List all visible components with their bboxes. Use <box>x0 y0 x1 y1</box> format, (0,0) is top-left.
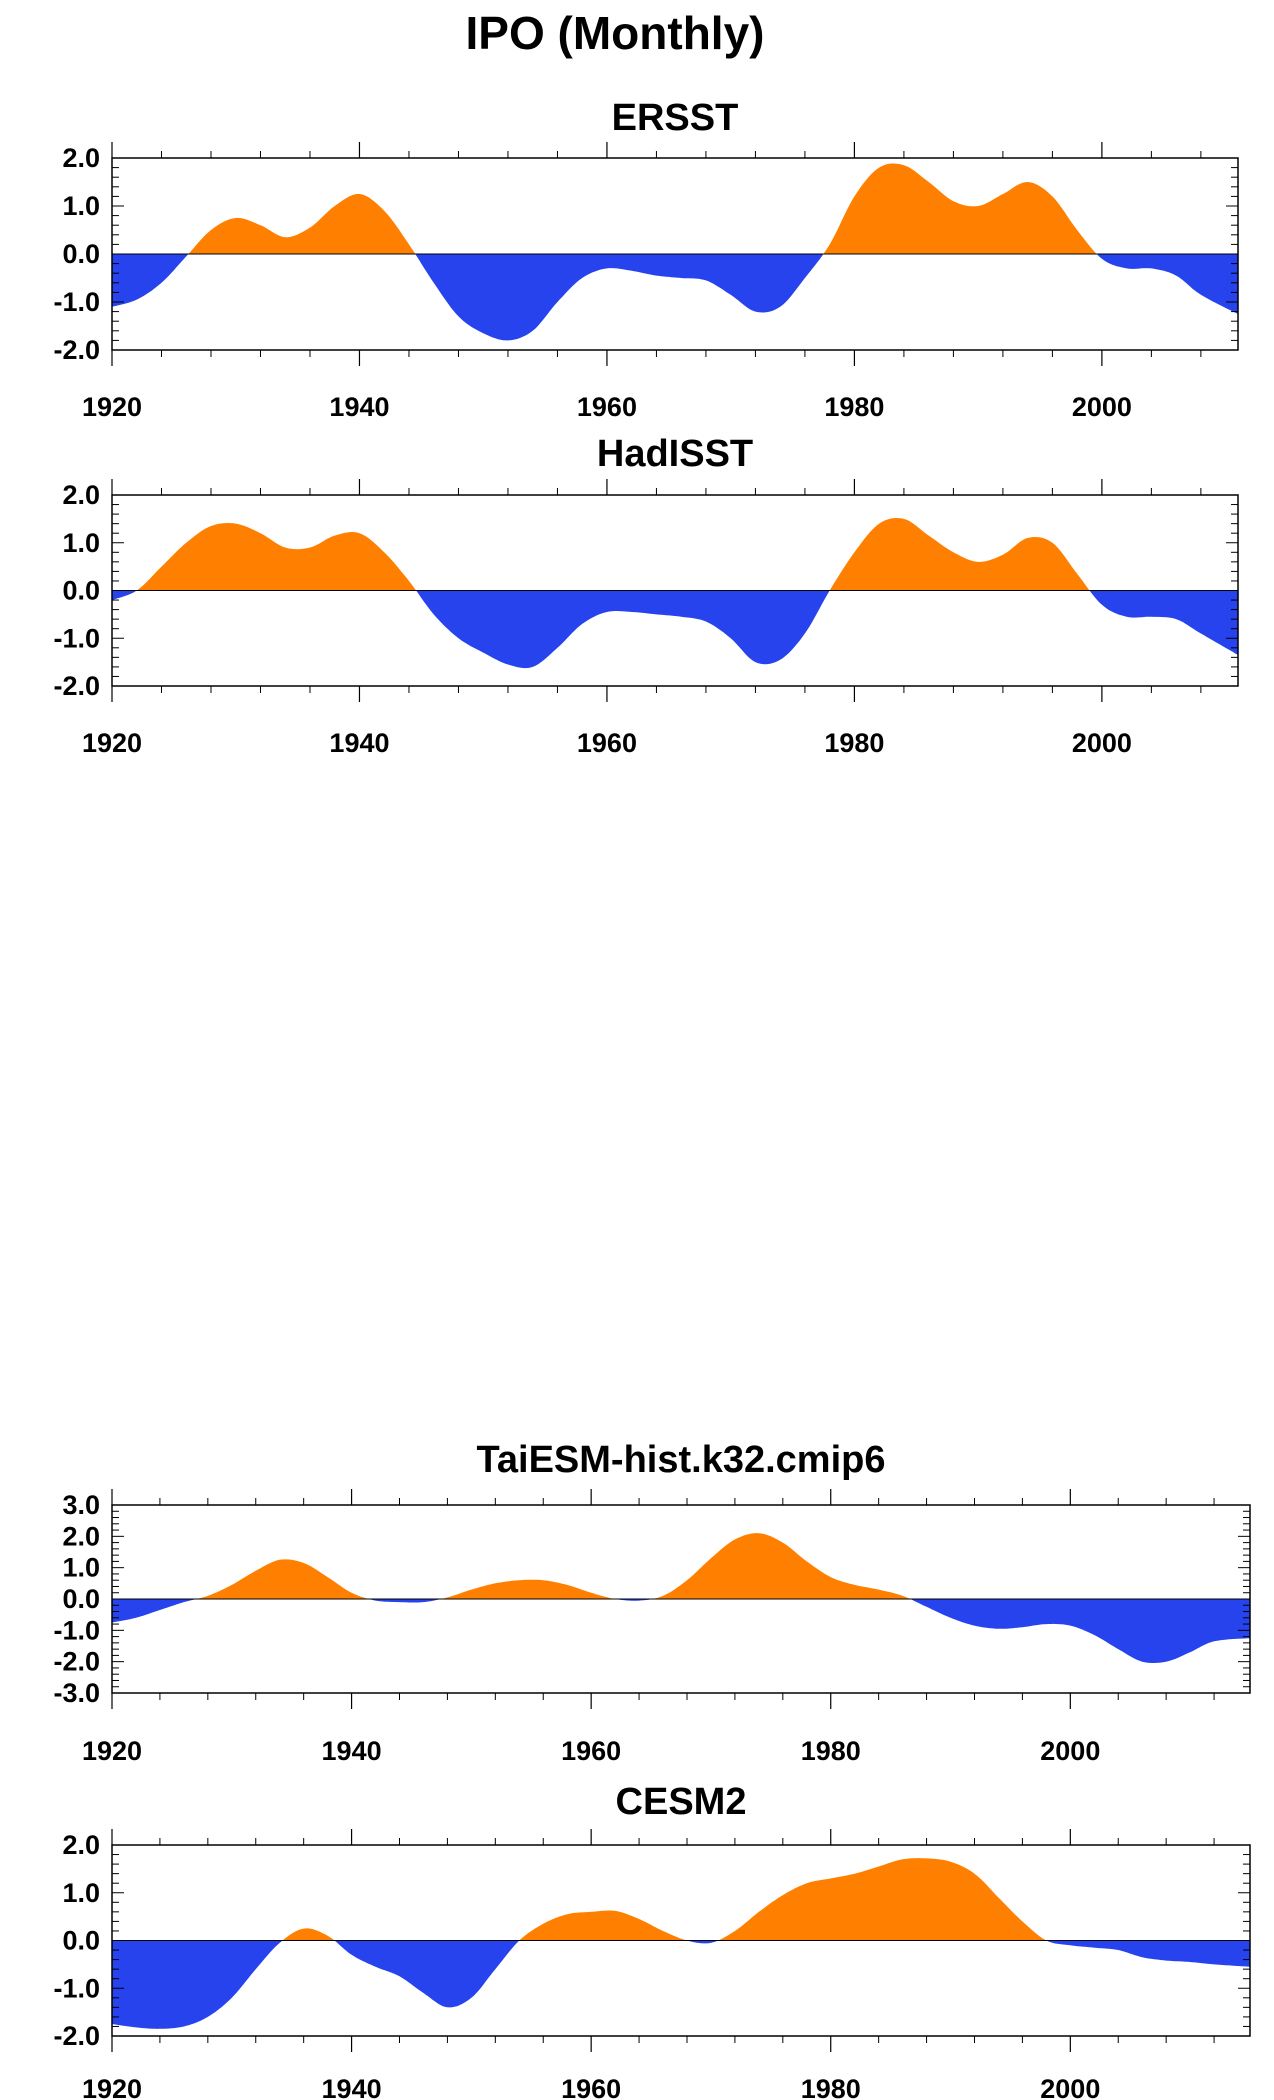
x-tick-label: 1960 <box>577 392 637 422</box>
y-tick-label: -1.0 <box>53 1973 100 2003</box>
y-tick-label: 0.0 <box>62 239 100 269</box>
x-tick-label: 1980 <box>801 1736 861 1766</box>
negative-area <box>112 590 1238 669</box>
y-tick-label: -1.0 <box>53 623 100 653</box>
y-tick-label: 2.0 <box>62 1830 100 1860</box>
x-tick-label: 1980 <box>801 2074 861 2100</box>
negative-area <box>112 1599 1250 1663</box>
x-tick-label: 1940 <box>322 1736 382 1766</box>
panel-hadisst: HadISST 2.0 1.0 0.0 -1.0 -2.0 1920 1940 1960 1980… <box>53 433 1239 758</box>
panel-title: CESM2 <box>616 1781 747 1823</box>
x-tick-label: 1920 <box>82 728 142 758</box>
positive-area <box>112 1533 1250 1599</box>
panel-taiesm: TaiESM-hist.k32.cmip6 3.02.01.00.0-1.0-2.… <box>53 1439 1251 1766</box>
panel-title: HadISST <box>597 433 753 475</box>
x-tick-label: 1980 <box>824 728 884 758</box>
x-tick-label: 2000 <box>1072 392 1132 422</box>
x-tick-label: 1960 <box>561 2074 621 2100</box>
y-tick-label: -2.0 <box>53 671 100 701</box>
panel-ersst: ERSST 2.0 1.0 0.0 -1.0 -2.0 1920 1940 1960 1980 20… <box>53 97 1239 422</box>
y-tick-label: 2.0 <box>62 1521 100 1551</box>
x-tick-label: 1920 <box>82 2074 142 2100</box>
x-tick-label: 2000 <box>1040 2074 1100 2100</box>
y-tick-label: 1.0 <box>62 528 100 558</box>
x-tick-label: 1960 <box>577 728 637 758</box>
x-tick-label: 1920 <box>82 1736 142 1766</box>
positive-area <box>112 1858 1250 1941</box>
panel-title: TaiESM-hist.k32.cmip6 <box>477 1439 886 1481</box>
page-title: IPO (Monthly) <box>465 7 765 59</box>
y-tick-label: 0.0 <box>62 576 100 606</box>
y-tick-label: -1.0 <box>53 1615 100 1645</box>
x-tick-label: 2000 <box>1040 1736 1100 1766</box>
y-tick-label: -3.0 <box>53 1678 100 1708</box>
x-tick-label: 1940 <box>329 728 389 758</box>
y-tick-label: 1.0 <box>62 1878 100 1908</box>
y-tick-label: 0.0 <box>62 1584 100 1614</box>
negative-area <box>112 1940 1250 2029</box>
panel-title: ERSST <box>612 97 739 139</box>
panel-cesm2: CESM2 2.0 1.0 0.0 -1.0 -2.0 1920 1940 1960 1980 20… <box>53 1781 1251 2100</box>
y-tick-label: 2.0 <box>62 143 100 173</box>
y-tick-label: -1.0 <box>53 287 100 317</box>
y-tick-label: 1.0 <box>62 191 100 221</box>
negative-area <box>112 254 1238 341</box>
y-tick-label: -2.0 <box>53 2021 100 2051</box>
y-tick-label: 0.0 <box>62 1926 100 1956</box>
y-tick-label: -2.0 <box>53 335 100 365</box>
y-tick-label: 3.0 <box>62 1490 100 1520</box>
positive-area <box>112 518 1238 591</box>
x-tick-label: 1960 <box>561 1736 621 1766</box>
y-tick-label: -2.0 <box>53 1647 100 1677</box>
x-tick-label: 1940 <box>329 392 389 422</box>
positive-area <box>112 163 1238 254</box>
y-tick-label: 2.0 <box>62 480 100 510</box>
y-tick-label: 1.0 <box>62 1553 100 1583</box>
x-tick-label: 1920 <box>82 392 142 422</box>
x-tick-label: 1940 <box>322 2074 382 2100</box>
x-tick-label: 1980 <box>824 392 884 422</box>
x-tick-label: 2000 <box>1072 728 1132 758</box>
